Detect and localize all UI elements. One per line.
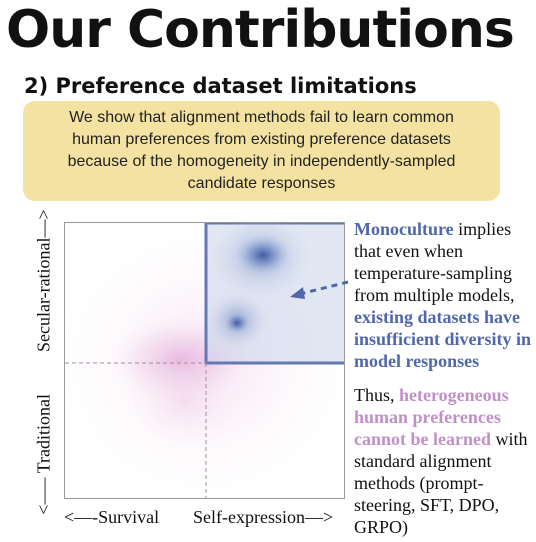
conclusion-lead: Thus,	[354, 385, 399, 405]
x-axis-right-label: Self-expression—>	[193, 507, 334, 527]
monoculture-text: implies that even when temperature-sampl…	[354, 219, 515, 305]
monoculture-annotation: Monoculture implies that even when tempe…	[354, 218, 536, 372]
human-density-lower	[125, 358, 245, 448]
section-subtitle: 2) Preference dataset limitations	[24, 74, 417, 98]
density-svg	[65, 223, 344, 498]
y-axis-top-label: Secular-rational—>	[33, 209, 54, 353]
summary-text: We show that alignment methods fail to l…	[67, 109, 456, 192]
x-axis-left-label: <—-Survival	[64, 507, 160, 527]
conclusion-highlight: heterogeneous human preferences cannot b…	[354, 385, 509, 449]
page-title: Our Contributions	[6, 0, 515, 60]
conclusion-annotation: Thus, heterogeneous human preferences ca…	[354, 384, 536, 538]
model-density-upper	[233, 233, 293, 277]
summary-callout: We show that alignment methods fail to l…	[23, 101, 500, 201]
model-density-lower	[223, 311, 251, 335]
y-axis-bottom-label: <—– Traditional	[33, 394, 54, 515]
diversity-highlight: existing datasets have insufficient dive…	[354, 307, 532, 371]
monoculture-highlight: Monoculture	[354, 219, 454, 239]
density-plot	[64, 222, 345, 499]
conclusion-text: with standard alignment methods (prompt-…	[354, 429, 528, 537]
